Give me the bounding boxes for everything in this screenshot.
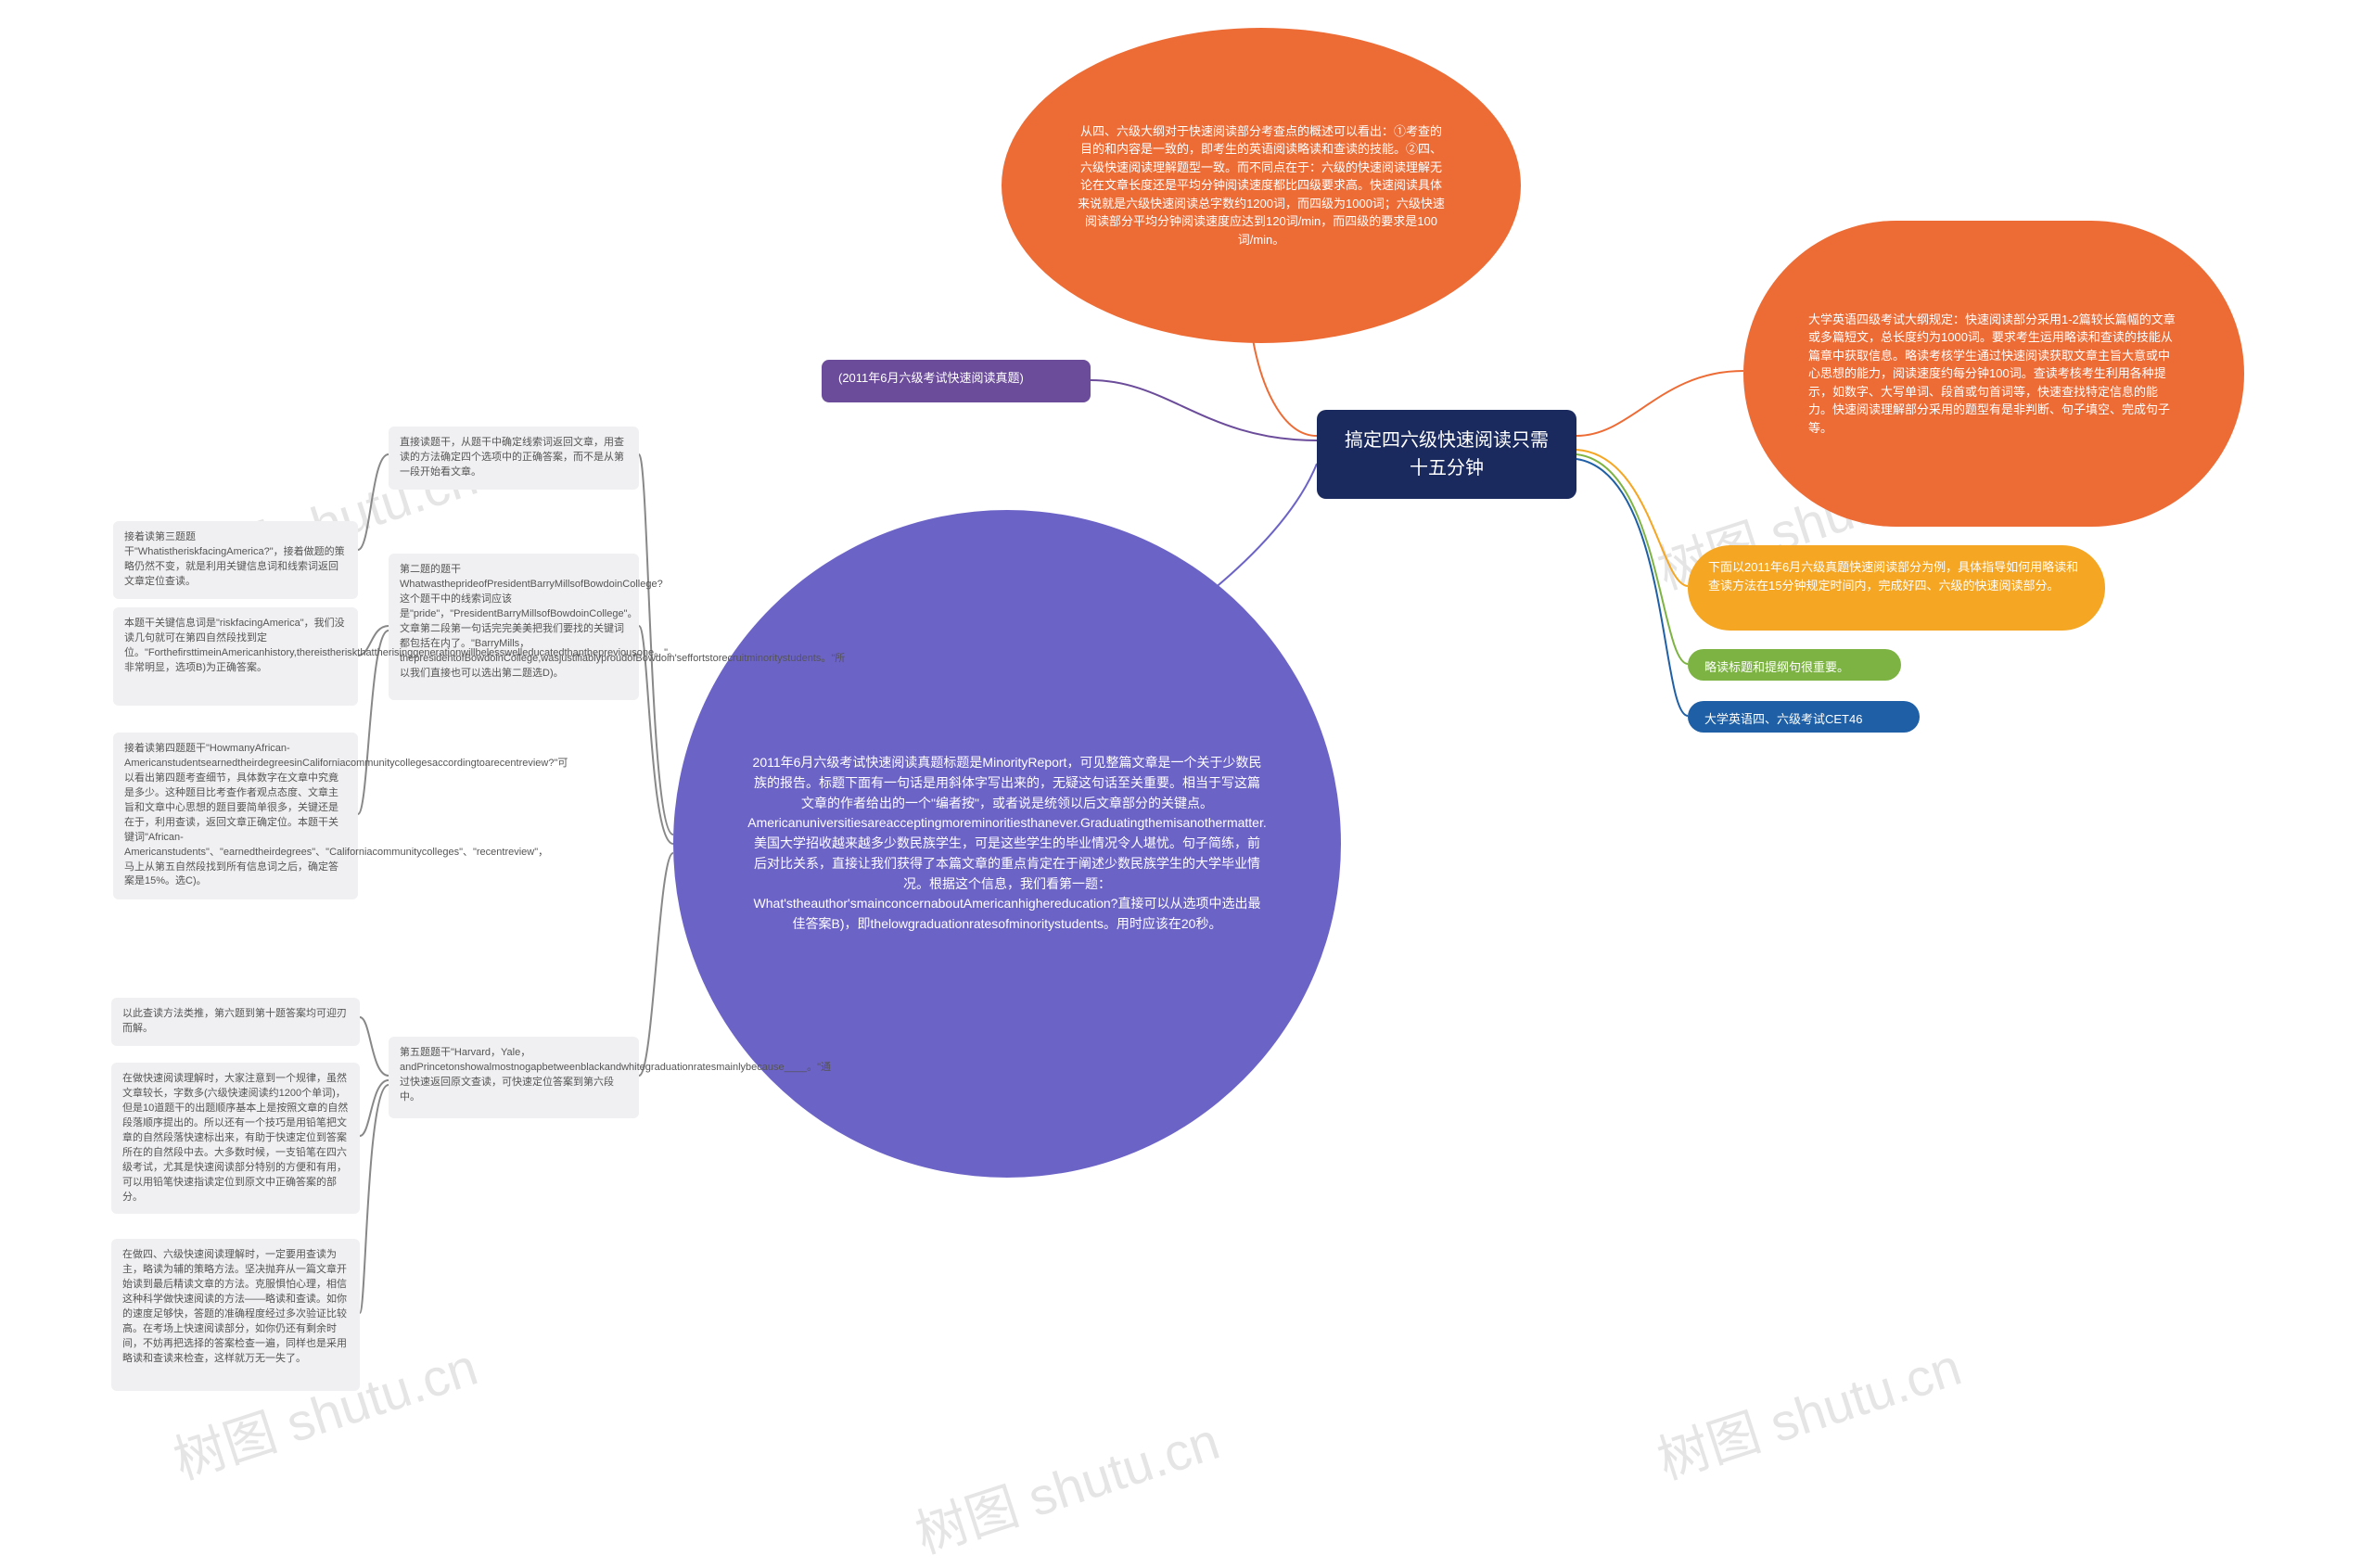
top-orange-node: 从四、六级大纲对于快速阅读部分考查点的概述可以看出：①考查的目的和内容是一致的，… xyxy=(1002,28,1521,343)
gray-note-g3: 接着读第三题题干"WhatistheriskfacingAmerica?"，接着… xyxy=(113,521,358,599)
green-pill-node: 略读标题和提纲句很重要。 xyxy=(1688,649,1901,681)
gray-note-g8: 在做快速阅读理解时，大家注意到一个规律，虽然文章较长，字数多(六级快速阅读约12… xyxy=(111,1063,360,1214)
center-node: 搞定四六级快速阅读只需十五分钟 xyxy=(1317,410,1576,499)
right-orange-node: 大学英语四级考试大纲规定：快速阅读部分采用1-2篇较长篇幅的文章或多篇短文，总长… xyxy=(1743,221,2244,527)
watermark: 树图 shutu.cn xyxy=(1647,1326,1970,1495)
gray-note-g1: 直接读题干，从题干中确定线索词返回文章，用查读的方法确定四个选项中的正确答案，而… xyxy=(389,427,639,490)
gray-note-g5: 接着读第四题题干"HowmanyAfrican-Americanstudents… xyxy=(113,733,358,899)
gray-note-g2: 第二题的题干WhatwastheprideofPresidentBarryMil… xyxy=(389,554,639,700)
gray-note-g6: 第五题题干"Harvard，Yale，andPrincetonshowalmos… xyxy=(389,1037,639,1118)
watermark: 树图 shutu.cn xyxy=(905,1400,1228,1568)
purple-small-node: (2011年6月六级考试快速阅读真题) xyxy=(822,360,1091,402)
gray-note-g7: 以此查读方法类推，第六题到第十题答案均可迎刃而解。 xyxy=(111,998,360,1046)
blue-pill-node: 大学英语四、六级考试CET46 xyxy=(1688,701,1920,733)
gray-note-g4: 本题干关键信息词是"riskfacingAmerica"，我们没读几句就可在第四… xyxy=(113,607,358,706)
gray-note-g9: 在做四、六级快速阅读理解时，一定要用查读为主，略读为辅的策略方法。坚决抛弃从一篇… xyxy=(111,1239,360,1391)
big-purple-node: 2011年6月六级考试快速阅读真题标题是MinorityReport，可见整篇文… xyxy=(673,510,1341,1178)
yellow-pill-node: 下面以2011年6月六级真题快速阅读部分为例，具体指导如何用略读和查读方法在15… xyxy=(1688,545,2105,631)
